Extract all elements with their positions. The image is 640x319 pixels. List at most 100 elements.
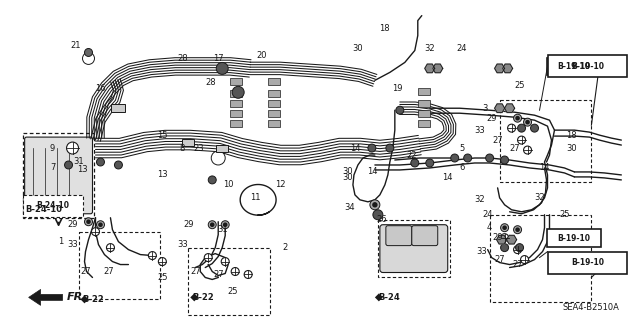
Circle shape bbox=[368, 144, 376, 152]
Circle shape bbox=[211, 151, 225, 165]
Text: 32: 32 bbox=[474, 195, 485, 204]
FancyBboxPatch shape bbox=[386, 226, 412, 246]
Bar bbox=[547, 56, 627, 78]
Polygon shape bbox=[375, 293, 383, 301]
Circle shape bbox=[500, 156, 509, 164]
Text: 2: 2 bbox=[282, 243, 288, 252]
Circle shape bbox=[513, 226, 522, 234]
FancyBboxPatch shape bbox=[380, 225, 448, 272]
Bar bbox=[418, 100, 430, 107]
Text: 16: 16 bbox=[95, 84, 106, 93]
Bar bbox=[230, 90, 242, 97]
Circle shape bbox=[396, 106, 404, 114]
Text: 18: 18 bbox=[380, 24, 390, 33]
Circle shape bbox=[524, 118, 532, 126]
Bar bbox=[230, 120, 242, 127]
Text: 27: 27 bbox=[494, 255, 505, 264]
FancyBboxPatch shape bbox=[490, 215, 591, 302]
Text: 27: 27 bbox=[213, 270, 223, 279]
Circle shape bbox=[513, 246, 522, 254]
Bar bbox=[418, 88, 430, 95]
Bar bbox=[268, 100, 280, 107]
Circle shape bbox=[148, 252, 156, 260]
Text: 24: 24 bbox=[483, 210, 493, 219]
Circle shape bbox=[531, 124, 538, 132]
Bar bbox=[268, 120, 280, 127]
Circle shape bbox=[411, 159, 419, 167]
Circle shape bbox=[216, 63, 228, 74]
FancyBboxPatch shape bbox=[412, 226, 438, 246]
Circle shape bbox=[526, 121, 529, 124]
Text: 27: 27 bbox=[512, 260, 523, 269]
Circle shape bbox=[208, 221, 216, 229]
Text: 30: 30 bbox=[342, 174, 353, 182]
Text: 14: 14 bbox=[442, 174, 453, 182]
Circle shape bbox=[520, 256, 529, 263]
Bar bbox=[230, 100, 242, 107]
Text: 22: 22 bbox=[406, 151, 417, 160]
Text: 33: 33 bbox=[67, 240, 78, 249]
Text: 25: 25 bbox=[515, 81, 525, 90]
Text: 30: 30 bbox=[342, 167, 353, 176]
Circle shape bbox=[115, 161, 122, 169]
Polygon shape bbox=[497, 235, 507, 244]
Circle shape bbox=[518, 124, 525, 132]
Polygon shape bbox=[495, 104, 504, 113]
Text: 30: 30 bbox=[353, 44, 364, 53]
Bar bbox=[418, 110, 430, 117]
FancyBboxPatch shape bbox=[22, 133, 95, 218]
Polygon shape bbox=[495, 64, 504, 73]
Text: 13: 13 bbox=[77, 166, 88, 174]
Text: 34: 34 bbox=[344, 203, 355, 212]
Circle shape bbox=[87, 220, 90, 223]
Text: 23: 23 bbox=[193, 144, 204, 152]
Text: 26: 26 bbox=[376, 215, 387, 224]
Text: 25: 25 bbox=[559, 210, 570, 219]
Text: 29: 29 bbox=[492, 233, 503, 242]
Text: 15: 15 bbox=[157, 130, 168, 140]
Polygon shape bbox=[507, 235, 516, 244]
Text: 31: 31 bbox=[217, 225, 228, 234]
Text: B-19-10: B-19-10 bbox=[557, 234, 590, 243]
Text: B-22: B-22 bbox=[83, 295, 104, 304]
Text: 28: 28 bbox=[177, 54, 188, 63]
Circle shape bbox=[83, 52, 95, 64]
Text: 27: 27 bbox=[103, 267, 114, 276]
Circle shape bbox=[386, 144, 394, 152]
Text: B-24-10: B-24-10 bbox=[26, 205, 63, 214]
Text: 11: 11 bbox=[250, 193, 260, 202]
Text: 24: 24 bbox=[456, 44, 467, 53]
Circle shape bbox=[208, 176, 216, 184]
Text: 27: 27 bbox=[80, 267, 91, 276]
Circle shape bbox=[92, 228, 99, 236]
Text: 32: 32 bbox=[424, 44, 435, 53]
Bar bbox=[230, 110, 242, 117]
Circle shape bbox=[464, 154, 472, 162]
Circle shape bbox=[373, 203, 377, 207]
Text: FR.: FR. bbox=[67, 293, 87, 302]
Text: B-24: B-24 bbox=[378, 293, 399, 302]
Polygon shape bbox=[190, 293, 198, 301]
FancyBboxPatch shape bbox=[500, 100, 591, 182]
Circle shape bbox=[516, 244, 524, 252]
Text: 25: 25 bbox=[227, 287, 237, 296]
FancyBboxPatch shape bbox=[25, 137, 93, 214]
Text: 14: 14 bbox=[540, 163, 550, 173]
Text: 17: 17 bbox=[213, 54, 223, 63]
Circle shape bbox=[516, 228, 519, 231]
FancyBboxPatch shape bbox=[22, 195, 83, 217]
Text: 32: 32 bbox=[534, 193, 545, 202]
Circle shape bbox=[221, 221, 229, 229]
Text: 3: 3 bbox=[482, 104, 487, 113]
Circle shape bbox=[486, 154, 493, 162]
Text: 13: 13 bbox=[157, 170, 168, 179]
Text: 10: 10 bbox=[223, 180, 234, 189]
Text: 18: 18 bbox=[566, 130, 577, 140]
Text: 28: 28 bbox=[205, 78, 216, 87]
Circle shape bbox=[513, 114, 522, 122]
Text: B-22: B-22 bbox=[192, 293, 214, 302]
Text: 27: 27 bbox=[509, 144, 520, 152]
Text: B-19-10: B-19-10 bbox=[571, 62, 604, 71]
Circle shape bbox=[426, 159, 434, 167]
Bar bbox=[547, 58, 601, 75]
